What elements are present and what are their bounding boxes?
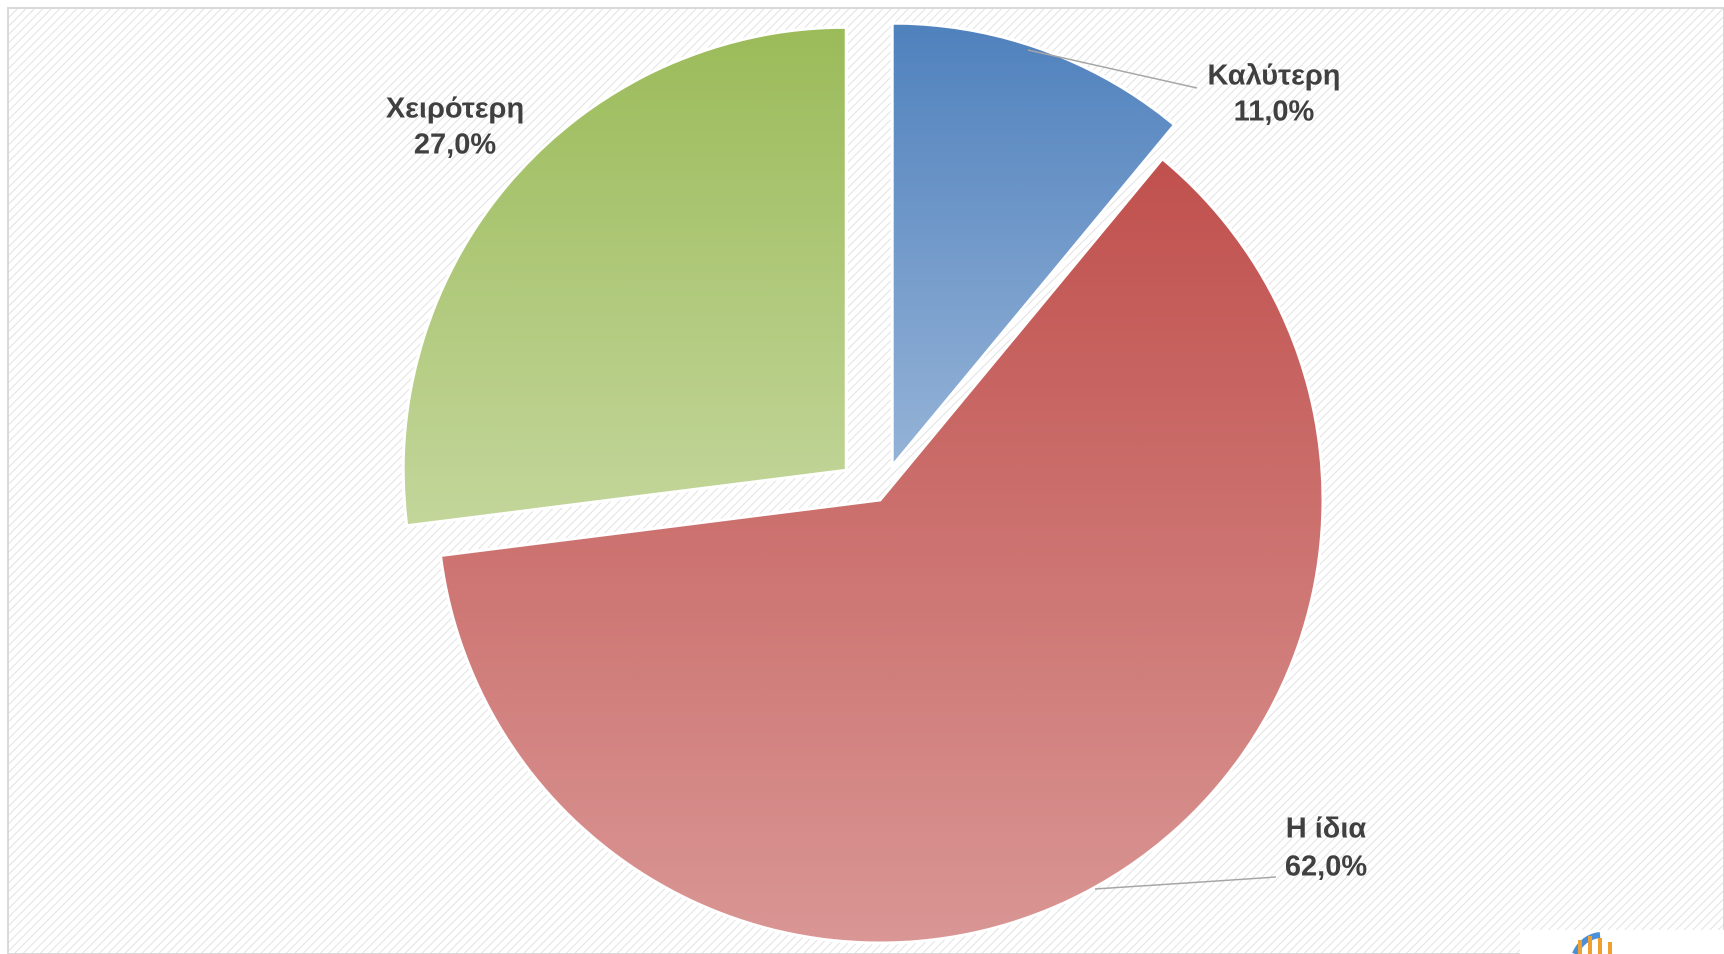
category-label: Η ίδια — [1286, 813, 1367, 845]
logo — [1520, 930, 1724, 954]
pie-slice — [890, 21, 1177, 471]
category-label: Χειρότερη — [386, 93, 524, 125]
category-label: Καλύτερη — [1207, 60, 1340, 92]
value-label: 27,0% — [414, 129, 496, 161]
leader-line — [1027, 49, 1198, 89]
value-label: 11,0% — [1234, 96, 1315, 128]
pie-slice — [438, 156, 1325, 945]
leader-line — [1094, 876, 1277, 890]
value-label: 62,0% — [1285, 851, 1367, 883]
pie-slice — [401, 25, 848, 528]
